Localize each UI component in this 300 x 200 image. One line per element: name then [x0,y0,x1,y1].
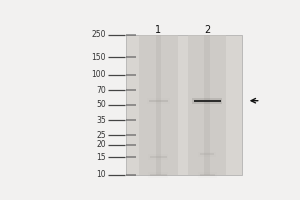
Bar [126,119,136,121]
Bar [126,89,136,91]
Text: 25: 25 [97,131,106,140]
Bar [126,156,136,158]
Bar [149,100,168,102]
Text: 10: 10 [97,170,106,179]
Text: 20: 20 [97,140,106,149]
Text: 1: 1 [155,25,161,35]
Bar [198,152,216,157]
Text: 150: 150 [92,53,106,62]
Text: 35: 35 [96,116,106,125]
Text: 100: 100 [92,70,106,79]
Text: 250: 250 [92,30,106,39]
Bar [126,56,136,58]
Text: 50: 50 [96,100,106,109]
Bar [156,35,161,175]
Bar [204,35,210,175]
Text: 2: 2 [204,25,210,35]
Bar [126,144,136,146]
Bar [126,74,136,76]
Bar [150,174,167,176]
Bar [139,35,178,175]
Text: 15: 15 [97,153,106,162]
Bar [200,174,215,176]
Bar [126,34,136,36]
Bar [148,172,168,178]
Text: 70: 70 [96,86,106,95]
Bar [198,172,217,178]
Bar [200,153,214,155]
Bar [192,98,223,104]
Bar [126,104,136,106]
Bar [126,35,242,175]
Bar [150,156,167,158]
Bar [147,98,170,104]
Bar [194,100,220,102]
Bar [188,35,226,175]
Bar [126,134,136,136]
Bar [148,154,168,160]
Bar [126,174,136,176]
